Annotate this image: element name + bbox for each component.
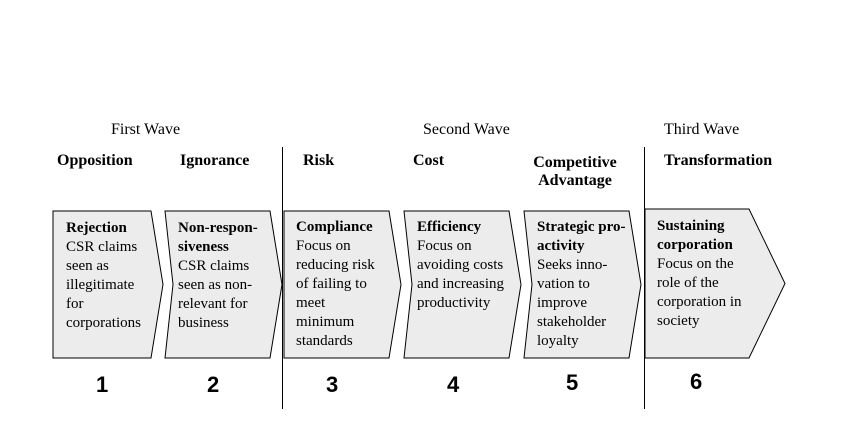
stage-5-desc-line: stakeholder (537, 314, 607, 330)
wave-divider-1 (282, 147, 283, 409)
stage-1-desc-line: CSR claims (66, 239, 138, 255)
category-competitive-advantage: Competitive Advantage (525, 154, 625, 190)
stage-6-chevron (644, 208, 786, 359)
stage-number-4: 4 (447, 372, 460, 397)
stage-2-desc-line: CSR claims (178, 258, 250, 274)
category-line: Competitive (533, 154, 617, 171)
stage-1-title: Rejection (66, 220, 127, 236)
stage-number-2: 2 (207, 372, 220, 397)
stage-1-text: Rejection CSR claims seen as illegitimat… (66, 219, 141, 333)
stage-6-desc-line: corporation in (657, 294, 742, 310)
stage-3-desc-line: of failing to (296, 276, 367, 292)
category-ignorance: Ignorance (180, 152, 250, 169)
stage-4-text: Efficiency Focus on avoiding costs and i… (417, 218, 504, 313)
wave-divider-2 (644, 147, 645, 409)
stage-3-desc-line: Focus on (296, 238, 351, 254)
category-line: Advantage (538, 172, 612, 189)
stage-number-6: 6 (690, 369, 703, 394)
stage-2-chevron (164, 210, 283, 359)
stage-2-desc-line: relevant for (178, 296, 248, 312)
category-transformation: Transformation (664, 152, 773, 169)
stage-3-chevron (283, 210, 402, 359)
stage-3-desc-line: meet (296, 295, 326, 311)
stage-4-desc-line: Focus on (417, 238, 472, 254)
category-opposition: Opposition (57, 152, 133, 169)
stage-2-desc-line: seen as non- (178, 277, 253, 293)
stage-3-desc-line: minimum (296, 314, 355, 330)
stage-5-title-line: Strategic pro- (537, 219, 626, 235)
stage-2-desc-line: business (178, 315, 229, 331)
stage-1-desc-line: illegitimate (66, 277, 135, 293)
stage-3-desc-line: standards (296, 333, 353, 349)
stage-5-title-line: activity (537, 238, 585, 254)
stage-number-3: 3 (326, 372, 339, 397)
stage-1-desc-line: seen as (66, 258, 109, 274)
wave-label-third: Third Wave (664, 121, 740, 138)
stage-3-text: Compliance Focus on reducing risk of fai… (296, 218, 375, 351)
stage-6-desc-line: society (657, 313, 700, 329)
wave-label-second: Second Wave (423, 121, 510, 138)
stage-4-desc-line: avoiding costs (417, 257, 504, 273)
stage-6-desc-line: role of the (657, 275, 719, 291)
stage-6-desc-line: Focus on the (657, 256, 734, 272)
stage-1-chevron (52, 210, 164, 359)
stage-3-title: Compliance (296, 219, 373, 235)
stage-4-title: Efficiency (417, 219, 482, 235)
stage-4-chevron (403, 210, 522, 359)
stage-2-text: Non-respon- siveness CSR claims seen as … (178, 219, 258, 333)
stage-6-title-line: corporation (657, 237, 733, 253)
stage-5-chevron (523, 210, 642, 359)
stage-4-desc-line: and increasing (417, 276, 505, 292)
stage-4-desc-line: productivity (417, 295, 491, 311)
wave-label-first: First Wave (111, 121, 181, 138)
stage-1-desc-line: for (66, 296, 84, 312)
stage-5-text: Strategic pro- activity Seeks inno- vati… (537, 218, 625, 351)
stage-5-desc-line: Seeks inno- (537, 257, 608, 273)
stage-number-1: 1 (96, 372, 109, 397)
stage-2-title-line: siveness (178, 239, 229, 255)
stage-5-desc-line: improve (537, 295, 587, 311)
stage-5-desc-line: loyalty (537, 333, 579, 349)
stage-3-desc-line: reducing risk (296, 257, 375, 273)
category-risk: Risk (303, 152, 335, 169)
stage-1-desc-line: corporations (66, 315, 141, 331)
stage-5-desc-line: vation to (537, 276, 590, 292)
stage-2-title-line: Non-respon- (178, 220, 258, 236)
stage-6-text: Sustaining corporation Focus on the role… (657, 217, 742, 331)
stage-number-5: 5 (566, 370, 579, 395)
stage-6-title-line: Sustaining (657, 218, 725, 234)
category-cost: Cost (413, 152, 445, 169)
